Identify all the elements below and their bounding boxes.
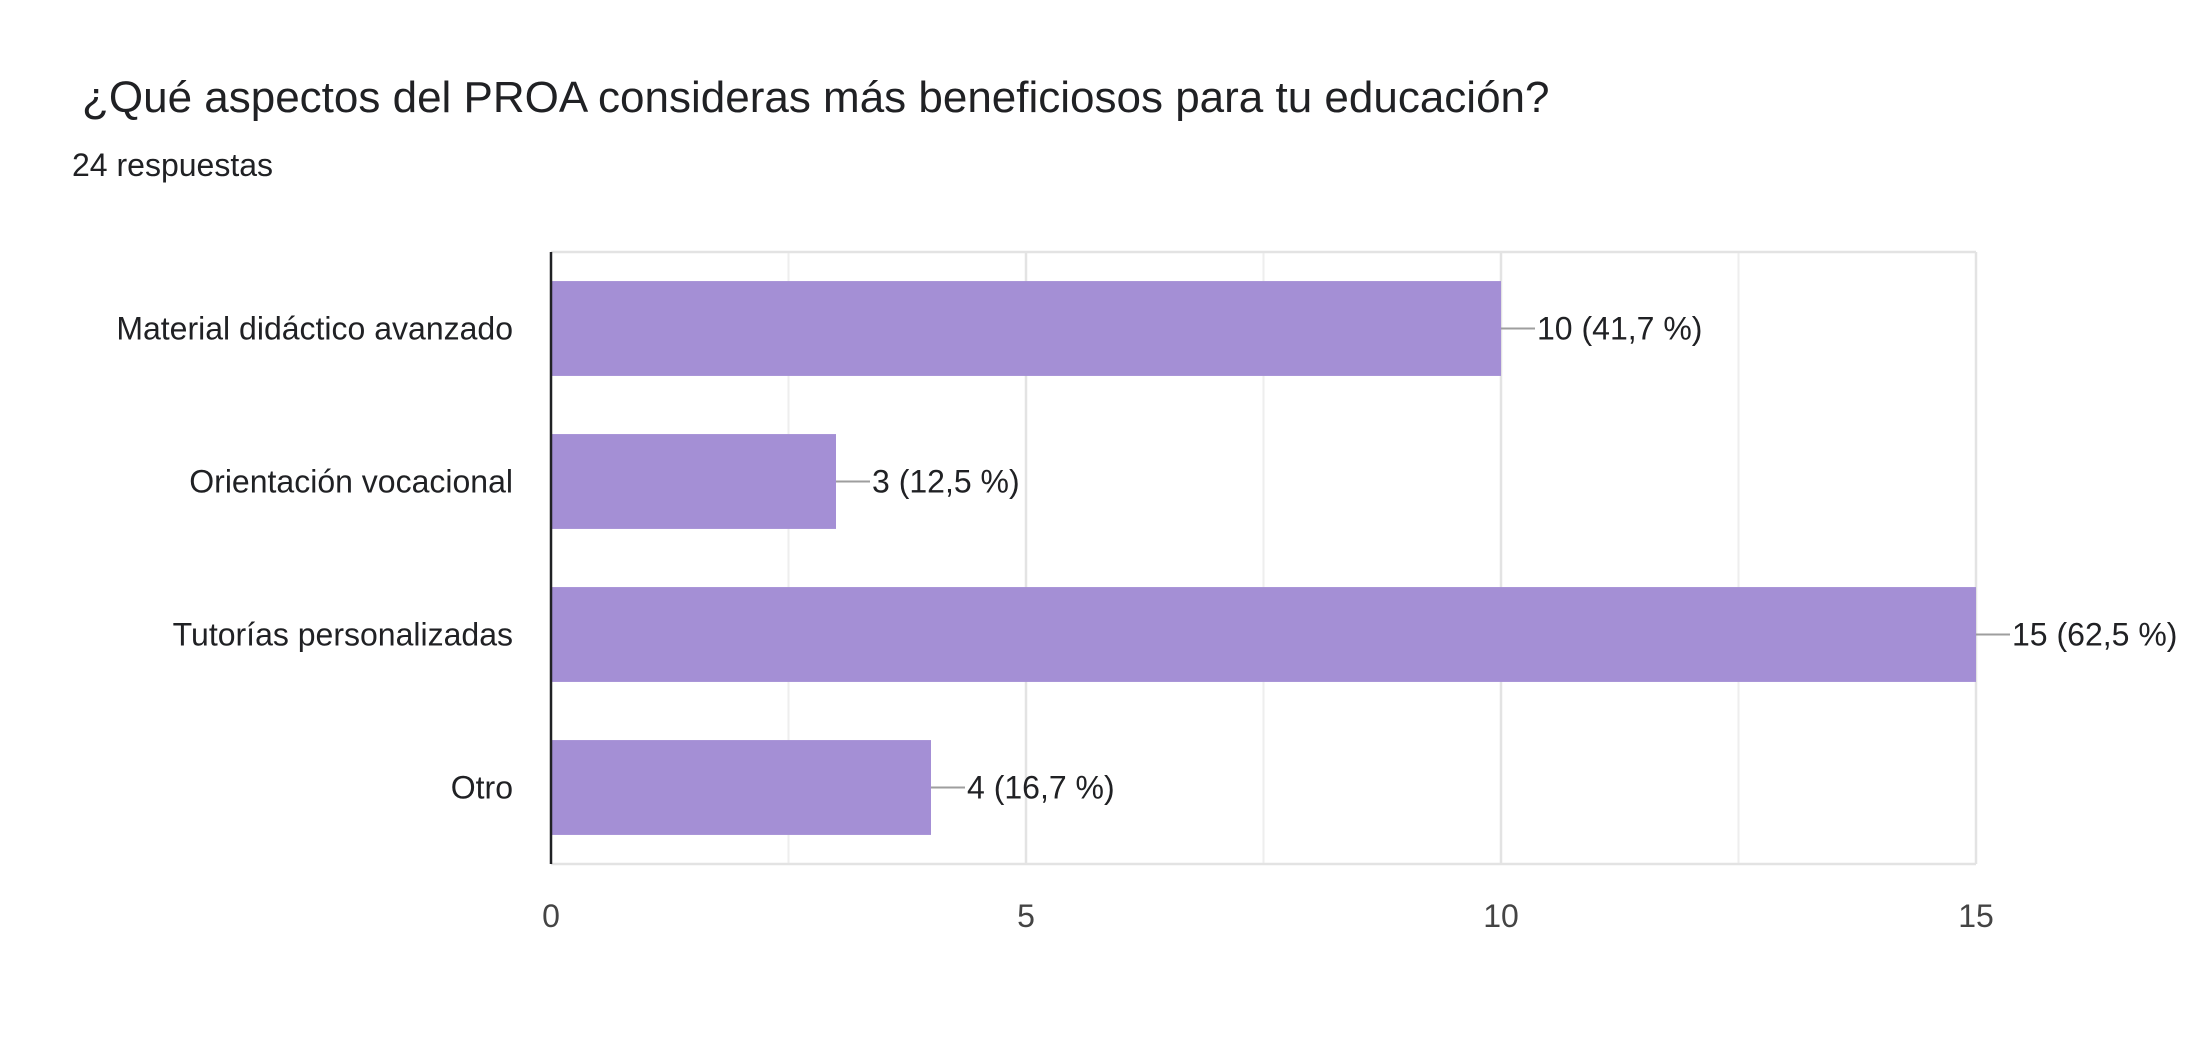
chart-title: ¿Qué aspectos del PROA consideras más be…	[82, 73, 1550, 122]
bars	[551, 281, 1976, 835]
grid-lines	[551, 250, 1978, 866]
data-label: 10 (41,7 %)	[1537, 311, 1702, 347]
category-label: Material didáctico avanzado	[116, 311, 513, 347]
bar	[551, 434, 836, 529]
data-labels: 10 (41,7 %) 3 (12,5 %) 15 (62,5 %) 4 (16,7 …	[836, 311, 2177, 806]
data-label: 15 (62,5 %)	[2012, 617, 2177, 653]
data-label: 4 (16,7 %)	[967, 770, 1115, 806]
category-label: Orientación vocacional	[189, 464, 513, 500]
category-label: Otro	[451, 770, 513, 806]
x-axis-ticks: 0 5 10 15	[542, 898, 1994, 934]
x-tick-label: 5	[1017, 898, 1035, 934]
bar	[551, 740, 931, 835]
response-count: 24 respuestas	[72, 147, 274, 183]
x-tick-label: 15	[1958, 898, 1994, 934]
bar	[551, 281, 1501, 376]
bar	[551, 587, 1976, 682]
data-label: 3 (12,5 %)	[872, 464, 1020, 500]
x-tick-label: 0	[542, 898, 560, 934]
category-label: Tutorías personalizadas	[173, 617, 513, 653]
category-labels: Material didáctico avanzado Orientación v…	[116, 311, 513, 806]
x-tick-label: 10	[1483, 898, 1519, 934]
